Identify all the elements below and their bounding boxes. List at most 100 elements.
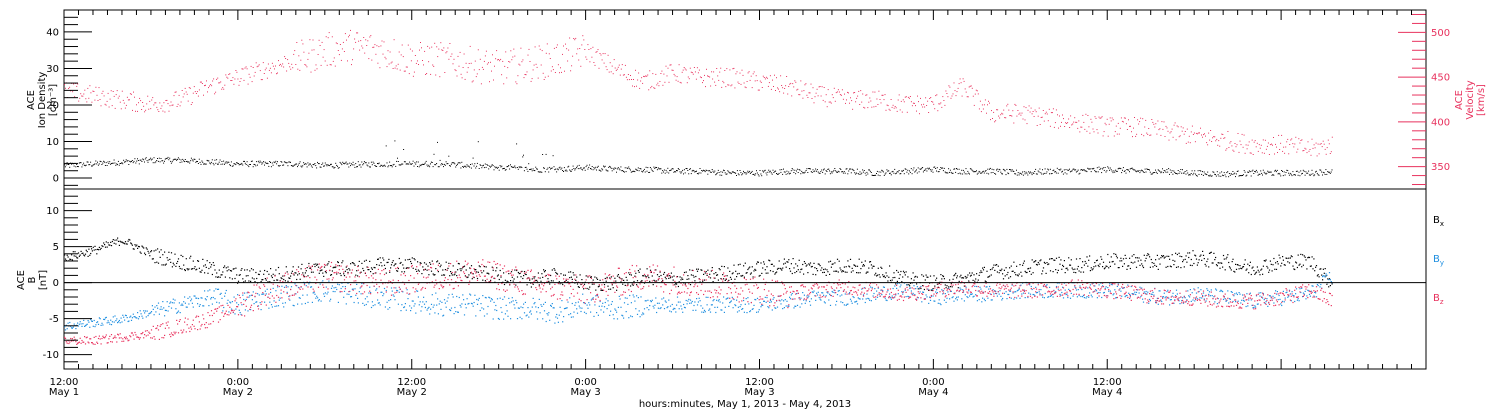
velocity-point <box>242 68 244 70</box>
field-bx-point <box>1153 262 1155 264</box>
field-by-point <box>683 306 686 308</box>
density-point <box>257 160 259 162</box>
field-by-point <box>240 313 242 316</box>
velocity-point <box>965 91 967 93</box>
density-point <box>239 163 241 165</box>
velocity-point <box>457 55 459 57</box>
velocity-point <box>1268 154 1270 155</box>
field-bx-point <box>1229 267 1231 269</box>
velocity-point <box>501 74 503 76</box>
density-point <box>543 167 545 169</box>
field-bx-point <box>155 249 157 251</box>
field-bx-point <box>164 264 166 266</box>
density-point <box>897 171 899 173</box>
density-point <box>383 164 385 166</box>
density-point <box>128 164 130 165</box>
field-by-point <box>144 312 146 314</box>
density-point <box>1222 174 1223 176</box>
field-by-point <box>565 307 567 309</box>
velocity-point <box>937 110 939 112</box>
density-point <box>433 153 435 155</box>
density-point <box>749 172 751 174</box>
velocity-point <box>245 66 247 68</box>
velocity-point <box>129 93 131 95</box>
density-point <box>475 167 477 169</box>
field-bx-point <box>157 262 160 264</box>
field-bx-point <box>684 283 686 285</box>
field-by-point <box>66 328 68 330</box>
velocity-point <box>936 94 938 96</box>
field-bx-point <box>1078 270 1080 272</box>
density-point <box>1018 174 1020 176</box>
field-bx-point <box>748 267 750 269</box>
density-point <box>996 169 997 171</box>
velocity-point <box>436 46 438 48</box>
field-bx-point <box>1124 254 1126 256</box>
density-point <box>982 170 984 172</box>
field-by-point <box>428 306 430 308</box>
velocity-point <box>628 79 630 81</box>
velocity-point <box>298 55 300 57</box>
density-point <box>1101 172 1103 174</box>
field-by-point <box>594 304 596 306</box>
velocity-point <box>506 77 508 79</box>
velocity-point <box>1181 130 1183 132</box>
field-bx-point <box>1218 262 1220 264</box>
density-point <box>1230 173 1232 175</box>
density-point <box>1224 174 1226 176</box>
field-bx-point <box>250 280 252 282</box>
velocity-point <box>351 64 352 66</box>
field-bx-point <box>858 258 860 260</box>
field-bx-point <box>1308 256 1310 258</box>
field-by-point <box>375 289 377 291</box>
density-point <box>1227 171 1229 173</box>
density-point <box>213 164 215 166</box>
field-bx-point <box>197 260 199 262</box>
density-point <box>452 162 454 164</box>
velocity-point <box>272 65 274 67</box>
field-bx-point <box>685 271 687 273</box>
field-by-point <box>336 288 338 291</box>
field-bx-point <box>1059 263 1061 265</box>
field-bx-point <box>437 271 439 273</box>
field-bx-point <box>819 265 821 267</box>
field-by-point <box>628 317 630 319</box>
field-bx-point <box>763 263 765 265</box>
density-point <box>497 166 499 168</box>
density-point <box>317 161 318 163</box>
field-by-point <box>706 304 708 306</box>
velocity-point <box>672 69 674 71</box>
field-by-point <box>519 316 521 318</box>
field-bx-point <box>736 276 738 278</box>
field-by-point <box>78 323 80 325</box>
density-point <box>1302 172 1303 174</box>
field-bx-point <box>360 271 362 273</box>
field-bx-point <box>720 278 722 280</box>
density-point <box>904 168 906 170</box>
field-bx-point <box>981 271 983 273</box>
field-by-point <box>391 290 393 292</box>
field-bx-point <box>201 269 203 271</box>
density-point <box>1259 173 1261 175</box>
field-by-point <box>416 290 418 292</box>
velocity-point <box>1144 126 1146 128</box>
field-by-point <box>645 300 647 302</box>
field-bx-point <box>902 276 904 278</box>
velocity-point <box>280 63 281 65</box>
field-bx-point <box>1321 274 1323 276</box>
velocity-point <box>835 92 837 94</box>
velocity-point <box>808 92 810 94</box>
field-bx-point <box>677 285 679 288</box>
field-bx-point <box>271 276 273 279</box>
density-point <box>701 170 703 171</box>
density-point <box>1164 170 1166 172</box>
density-point <box>891 171 893 173</box>
field-by-point <box>617 306 619 308</box>
velocity-point <box>1107 135 1109 137</box>
field-bx-point <box>114 239 116 241</box>
density-point <box>1271 174 1273 176</box>
field-bx-point <box>849 258 852 260</box>
density-point <box>437 166 439 168</box>
density-point <box>441 163 443 164</box>
velocity-point <box>375 53 377 55</box>
